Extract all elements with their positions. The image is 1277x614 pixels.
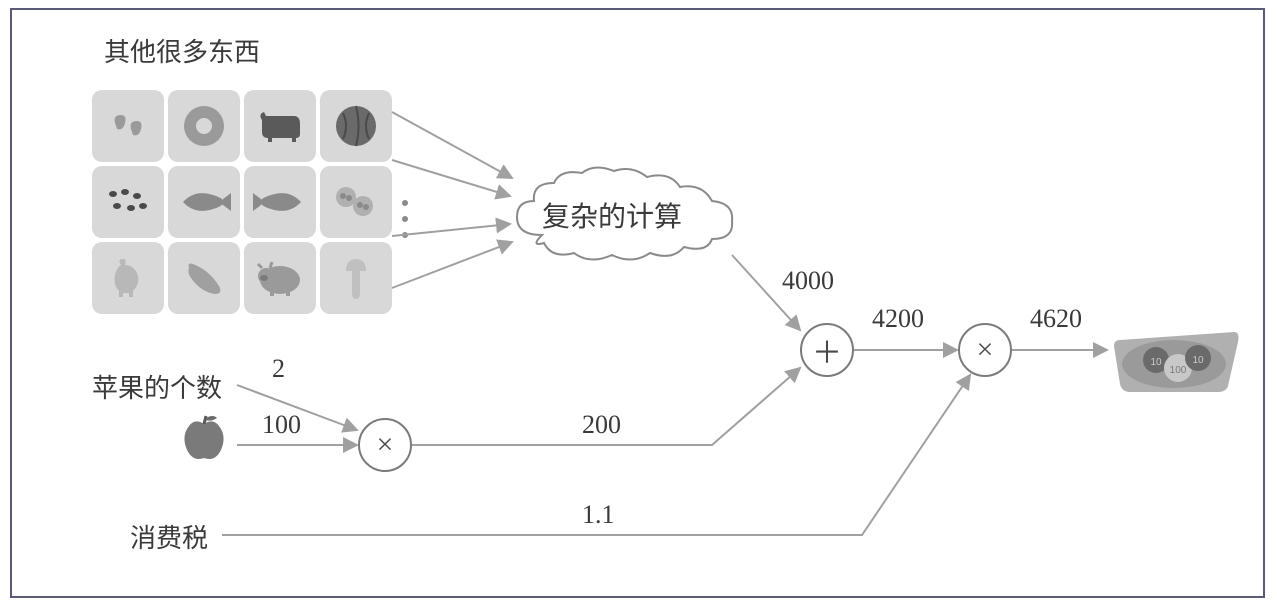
donut-icon <box>168 90 240 162</box>
multiply-op-2: × <box>958 323 1012 377</box>
tax-rate-value: 1.1 <box>582 500 615 530</box>
final-result-value: 4620 <box>1030 304 1082 334</box>
svg-text:100: 100 <box>1170 365 1187 376</box>
fish-icon <box>168 166 240 238</box>
sum-result-value: 4200 <box>872 304 924 334</box>
peas-icon <box>320 166 392 238</box>
melon-icon <box>320 90 392 162</box>
count-value: 2 <box>272 354 285 384</box>
ellipsis-icon <box>402 200 408 238</box>
mushroom-icon <box>320 242 392 314</box>
items-grid <box>92 90 392 314</box>
chicken-icon <box>92 242 164 314</box>
beans-icon <box>92 90 164 162</box>
subtotal-value: 200 <box>582 410 621 440</box>
coins-tray-icon: 10 100 10 <box>1112 320 1242 400</box>
fish2-icon <box>244 166 316 238</box>
banana-icon <box>168 242 240 314</box>
tax-label: 消费税 <box>130 518 208 555</box>
complex-result-value: 4000 <box>782 266 834 296</box>
other-things-label: 其他很多东西 <box>104 32 260 69</box>
pig-icon <box>244 242 316 314</box>
svg-text:10: 10 <box>1192 355 1204 366</box>
apple-count-label: 苹果的个数 <box>92 368 222 405</box>
diagram-frame: 其他很多东西 <box>10 8 1265 598</box>
apple-icon <box>177 410 231 464</box>
price-value: 100 <box>262 410 301 440</box>
cow-icon <box>244 90 316 162</box>
svg-text:10: 10 <box>1150 357 1162 368</box>
complex-calc-label: 复杂的计算 <box>542 195 682 235</box>
add-op: ＋ <box>800 323 854 377</box>
multiply-op-1: × <box>358 418 412 472</box>
seeds-icon <box>92 166 164 238</box>
